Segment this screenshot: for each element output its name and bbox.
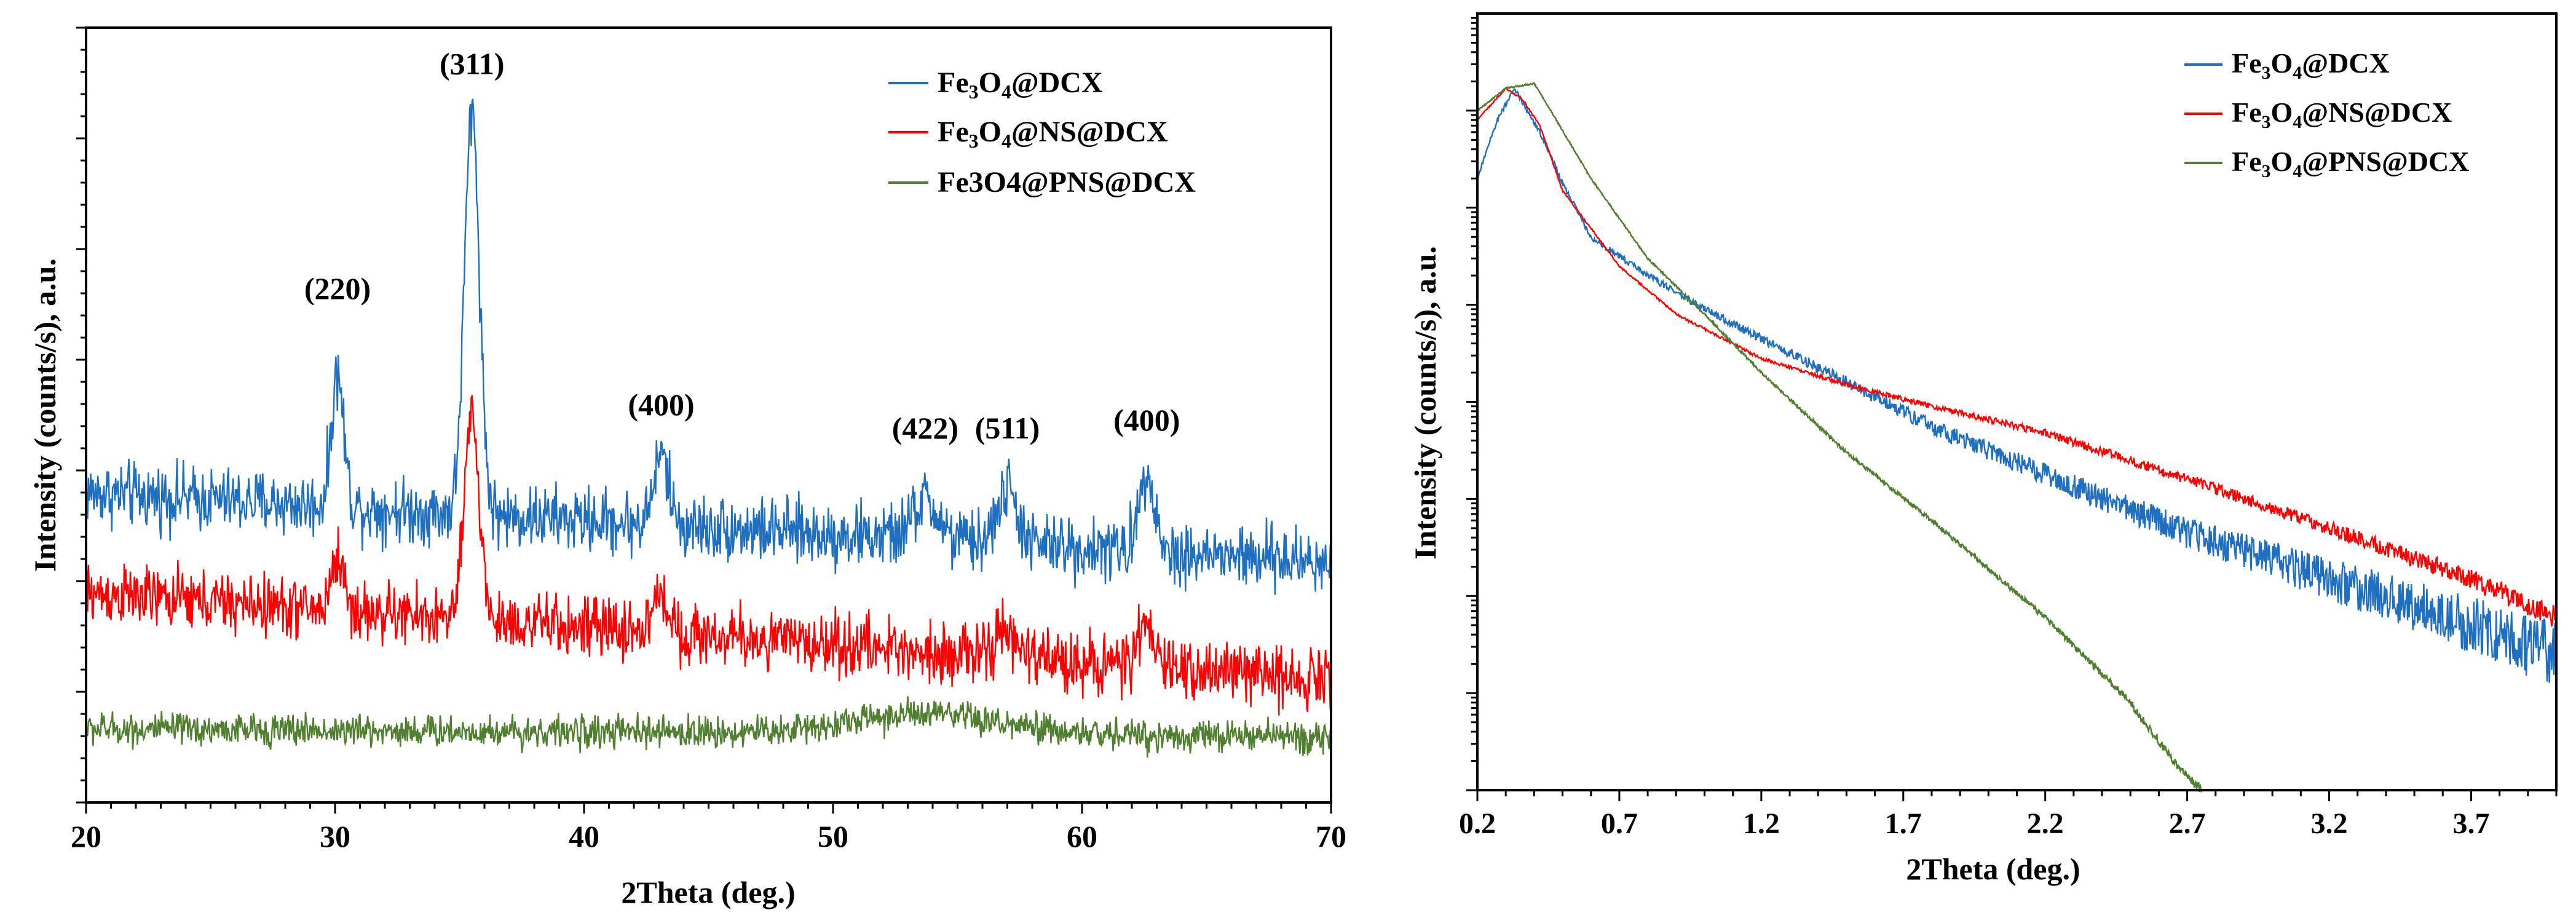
right-series-line-1 bbox=[1476, 87, 2558, 627]
right-x-tick-label: 3.2 bbox=[2311, 807, 2348, 840]
right-x-axis-title: 2Theta (deg.) bbox=[1906, 852, 2080, 886]
right-x-tick-label: 3.7 bbox=[2452, 807, 2489, 840]
peak-label-3: (422) bbox=[892, 411, 958, 445]
left-x-tick-label: 60 bbox=[1067, 819, 1097, 854]
left-x-tick-label: 50 bbox=[818, 819, 848, 854]
right-legend: Fe3O4@DCX Fe3O4@NS@DCX Fe3O4@PNS@DCX bbox=[2184, 47, 2469, 181]
right-x-tick-label: 1.2 bbox=[1743, 807, 1780, 840]
left-legend-label-1: Fe3O4@NS@DCX bbox=[938, 116, 1168, 152]
peak-label-1: (311) bbox=[440, 47, 505, 81]
right-series-line-0 bbox=[1476, 88, 2558, 683]
left-x-axis-title: 2Theta (deg.) bbox=[621, 875, 795, 909]
left-legend: Fe3O4@DCX Fe3O4@NS@DCX Fe3O4@PNS@DCX bbox=[888, 66, 1196, 199]
left-peak-annotations: (220) (311) (400) (422) (511) (400) bbox=[304, 47, 1180, 445]
right-series-line-2 bbox=[1477, 82, 2202, 793]
left-series-line-0 bbox=[85, 98, 1332, 595]
left-x-tick-label: 20 bbox=[71, 819, 101, 854]
saxs-chart-right: 0.2 0.7 1.2 1.7 2.2 2.7 3.2 3.7 2Theta (deg.) I… bbox=[1408, 12, 2558, 886]
right-x-tick-label: 0.2 bbox=[1459, 807, 1496, 840]
left-y-axis-title: Intensity (counts/s), a.u. bbox=[28, 258, 62, 572]
right-legend-label-2: Fe3O4@PNS@DCX bbox=[2232, 146, 2469, 181]
right-legend-label-0: Fe3O4@DCX bbox=[2232, 47, 2390, 83]
right-legend-label-1: Fe3O4@NS@DCX bbox=[2232, 97, 2452, 132]
left-legend-label-2: Fe3O4@PNS@DCX bbox=[938, 166, 1196, 199]
right-plot-frame bbox=[1476, 12, 2558, 791]
peak-label-5: (400) bbox=[1113, 403, 1180, 437]
right-x-tick-label: 2.7 bbox=[2169, 807, 2206, 840]
xrd-chart-left: (220) (311) (400) (422) (511) (400) 20 30 40 50 6… bbox=[28, 26, 1346, 909]
left-x-tick-label: 70 bbox=[1316, 819, 1346, 854]
left-y-ticks bbox=[76, 26, 86, 804]
right-x-tick-label: 1.7 bbox=[1885, 807, 1922, 840]
right-x-tick-label: 2.2 bbox=[2027, 807, 2064, 840]
peak-label-0: (220) bbox=[304, 271, 371, 306]
right-y-axis-title: Intensity (counts/s), a.u. bbox=[1408, 246, 1442, 560]
peak-label-2: (400) bbox=[628, 387, 694, 422]
right-x-ticks: 0.2 0.7 1.2 1.7 2.2 2.7 3.2 3.7 bbox=[1459, 790, 2558, 840]
left-series-group bbox=[85, 98, 1332, 758]
left-x-ticks: 20 30 40 50 60 70 bbox=[71, 802, 1346, 854]
left-legend-label-0: Fe3O4@DCX bbox=[938, 66, 1103, 103]
right-series-group bbox=[1476, 82, 2558, 793]
right-x-tick-label: 0.7 bbox=[1601, 807, 1638, 840]
peak-label-4: (511) bbox=[975, 411, 1040, 445]
right-y-ticks bbox=[1466, 17, 1477, 791]
left-x-tick-label: 40 bbox=[569, 819, 599, 854]
left-series-line-2 bbox=[85, 696, 1332, 758]
left-series-line-1 bbox=[85, 395, 1332, 716]
left-x-tick-label: 30 bbox=[320, 819, 350, 854]
